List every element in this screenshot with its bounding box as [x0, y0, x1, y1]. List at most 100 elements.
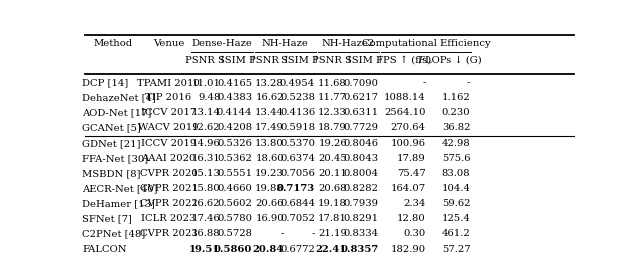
Text: 0.6311: 0.6311	[344, 108, 379, 117]
Text: ICLR 2023: ICLR 2023	[141, 214, 196, 223]
Text: PSNR ↑: PSNR ↑	[249, 56, 290, 65]
Text: 0.5728: 0.5728	[217, 229, 252, 238]
Text: 0.4660: 0.4660	[217, 184, 252, 193]
Text: Venue: Venue	[153, 39, 184, 48]
Text: 20.66: 20.66	[255, 199, 284, 208]
Text: 270.64: 270.64	[390, 123, 426, 132]
Text: SSIM ↑: SSIM ↑	[344, 56, 384, 65]
Text: 17.81: 17.81	[318, 214, 347, 223]
Text: CVPR 2023: CVPR 2023	[140, 229, 197, 238]
Text: Dense-Haze: Dense-Haze	[191, 39, 252, 48]
Text: 17.89: 17.89	[397, 154, 426, 163]
Text: 20.11: 20.11	[318, 169, 347, 178]
Text: 125.4: 125.4	[442, 214, 470, 223]
Text: 42.98: 42.98	[442, 139, 470, 148]
Text: 19.88: 19.88	[255, 184, 284, 193]
Text: -: -	[467, 79, 470, 88]
Text: 13.44: 13.44	[255, 108, 284, 117]
Text: 0.5918: 0.5918	[280, 123, 315, 132]
Text: 1088.14: 1088.14	[384, 94, 426, 102]
Text: 0.5370: 0.5370	[280, 139, 315, 148]
Text: 12.33: 12.33	[318, 108, 347, 117]
Text: 0.4954: 0.4954	[280, 79, 315, 88]
Text: 59.62: 59.62	[442, 199, 470, 208]
Text: GCANet [5]: GCANet [5]	[82, 123, 141, 132]
Text: PSNR ↑: PSNR ↑	[186, 56, 227, 65]
Text: 0.6772: 0.6772	[280, 245, 315, 254]
Text: 11.01: 11.01	[191, 79, 220, 88]
Text: 20.68: 20.68	[318, 184, 347, 193]
Text: 9.48: 9.48	[198, 94, 220, 102]
Text: TIP 2016: TIP 2016	[145, 94, 191, 102]
Text: ICCV 2017: ICCV 2017	[141, 108, 196, 117]
Text: 19.18: 19.18	[318, 199, 347, 208]
Text: 22.41: 22.41	[316, 245, 347, 254]
Text: 0.5860: 0.5860	[214, 245, 252, 254]
Text: CVPR 2021: CVPR 2021	[140, 184, 198, 193]
Text: 164.07: 164.07	[390, 184, 426, 193]
Text: 15.13: 15.13	[191, 169, 220, 178]
Text: 18.79: 18.79	[318, 123, 347, 132]
Text: Computational Efficiency: Computational Efficiency	[362, 39, 490, 48]
Text: 0.30: 0.30	[403, 229, 426, 238]
Bar	[85, 242, 573, 258]
Text: 13.28: 13.28	[255, 79, 284, 88]
Text: CVPR 2022: CVPR 2022	[140, 199, 197, 208]
Text: TPAMI 2010: TPAMI 2010	[137, 79, 200, 88]
Text: AECR-Net [40]: AECR-Net [40]	[82, 184, 157, 193]
Text: FLOPs ↓ (G): FLOPs ↓ (G)	[418, 56, 481, 65]
Text: 0.8357: 0.8357	[340, 245, 379, 254]
Text: C2PNet [48]: C2PNet [48]	[82, 229, 145, 238]
Text: 0.5326: 0.5326	[217, 139, 252, 148]
Text: AAAI 2020: AAAI 2020	[141, 154, 196, 163]
Text: 0.5551: 0.5551	[217, 169, 252, 178]
Text: 0.7056: 0.7056	[280, 169, 315, 178]
Text: 20.84: 20.84	[253, 245, 284, 254]
Text: NH-Haze: NH-Haze	[262, 39, 308, 48]
Text: SSIM ↑: SSIM ↑	[282, 56, 321, 65]
Text: ICCV 2019: ICCV 2019	[141, 139, 196, 148]
Text: 0.7052: 0.7052	[280, 214, 315, 223]
Text: -: -	[280, 229, 284, 238]
Text: 0.5602: 0.5602	[217, 199, 252, 208]
Text: 0.7173: 0.7173	[277, 184, 315, 193]
Text: 0.230: 0.230	[442, 108, 470, 117]
Text: 461.2: 461.2	[442, 229, 470, 238]
Text: 19.51: 19.51	[189, 245, 220, 254]
Text: 16.90: 16.90	[255, 214, 284, 223]
Text: 0.8004: 0.8004	[344, 169, 379, 178]
Text: SSIM ↑: SSIM ↑	[218, 56, 257, 65]
Text: 12.62: 12.62	[192, 123, 220, 132]
Text: DehazeNet [4]: DehazeNet [4]	[82, 94, 156, 102]
Text: 20.45: 20.45	[318, 154, 347, 163]
Text: DeHamer [13]: DeHamer [13]	[82, 199, 155, 208]
Text: 0.7939: 0.7939	[344, 199, 379, 208]
Text: 16.62: 16.62	[255, 94, 284, 102]
Text: WACV 2019: WACV 2019	[138, 123, 199, 132]
Text: 0.7090: 0.7090	[344, 79, 379, 88]
Text: FFA-Net [30]: FFA-Net [30]	[82, 154, 148, 163]
Text: 0.5362: 0.5362	[217, 154, 252, 163]
Text: 36.82: 36.82	[442, 123, 470, 132]
Text: 100.96: 100.96	[390, 139, 426, 148]
Text: 17.49: 17.49	[255, 123, 284, 132]
Text: 13.14: 13.14	[191, 108, 220, 117]
Text: 12.80: 12.80	[397, 214, 426, 223]
Text: 19.23: 19.23	[255, 169, 284, 178]
Text: 2564.10: 2564.10	[384, 108, 426, 117]
Text: AOD-Net [17]: AOD-Net [17]	[82, 108, 151, 117]
Text: 0.8043: 0.8043	[344, 154, 379, 163]
Text: 182.90: 182.90	[390, 245, 426, 254]
Text: 0.6374: 0.6374	[280, 154, 315, 163]
Text: 83.08: 83.08	[442, 169, 470, 178]
Text: 0.4136: 0.4136	[280, 108, 315, 117]
Text: 0.8291: 0.8291	[344, 214, 379, 223]
Text: PSNR ↑: PSNR ↑	[312, 56, 353, 65]
Text: 16.62: 16.62	[192, 199, 220, 208]
Text: 0.4383: 0.4383	[217, 94, 252, 102]
Text: 0.8046: 0.8046	[344, 139, 379, 148]
Text: 11.68: 11.68	[318, 79, 347, 88]
Text: GDNet [21]: GDNet [21]	[82, 139, 141, 148]
Text: 14.96: 14.96	[191, 139, 220, 148]
Text: DCP [14]: DCP [14]	[82, 79, 128, 88]
